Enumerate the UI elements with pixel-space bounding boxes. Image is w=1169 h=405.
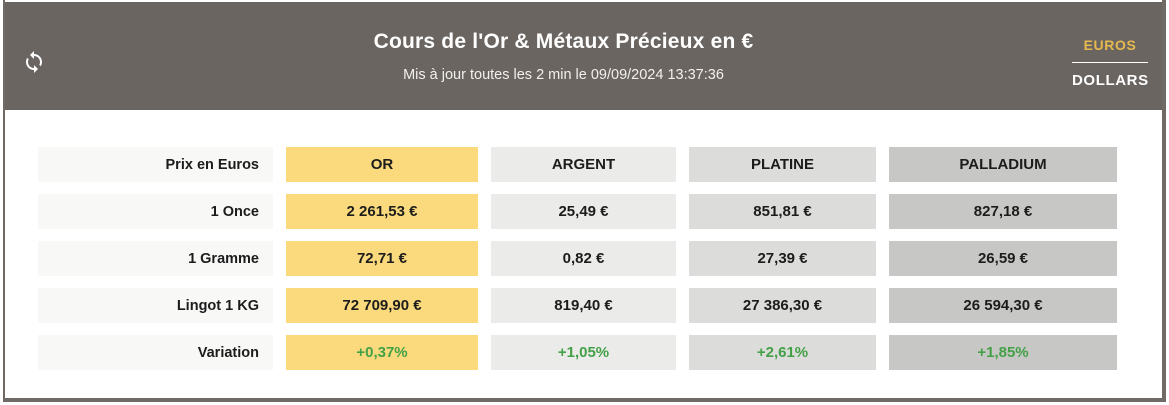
row-label-1-once: 1 Once [38, 194, 273, 229]
variation-argent: +1,05% [491, 335, 676, 370]
header-titles: Cours de l'Or & Métaux Précieux en € Mis… [125, 2, 1002, 83]
price-or-1-once: 2 261,53 € [286, 194, 478, 229]
variation-platine: +2,61% [689, 335, 876, 370]
price-argent-1-once: 25,49 € [491, 194, 676, 229]
page-title: Cours de l'Or & Métaux Précieux en € [373, 30, 754, 53]
currency-toggle: EUROS DOLLARS [1072, 37, 1148, 89]
last-updated-text: Mis à jour toutes les 2 min le 09/09/202… [403, 67, 724, 83]
column-header-argent: ARGENT [491, 147, 676, 182]
price-table: Prix en Euros OR ARGENT PLATINE PALLADIU… [38, 147, 1162, 370]
column-header-platine: PLATINE [689, 147, 876, 182]
refresh-icon [26, 51, 42, 73]
row-label-variation: Variation [38, 335, 273, 370]
row-label-lingot-1kg: Lingot 1 KG [38, 288, 273, 323]
variation-palladium: +1,85% [889, 335, 1117, 370]
price-or-1-gramme: 72,71 € [286, 241, 478, 276]
price-platine-1-once: 851,81 € [689, 194, 876, 229]
price-platine-lingot-1kg: 27 386,30 € [689, 288, 876, 323]
price-argent-1-gramme: 0,82 € [491, 241, 676, 276]
price-argent-lingot-1kg: 819,40 € [491, 288, 676, 323]
price-or-lingot-1kg: 72 709,90 € [286, 288, 478, 323]
price-palladium-1-gramme: 26,59 € [889, 241, 1117, 276]
price-platine-1-gramme: 27,39 € [689, 241, 876, 276]
variation-or: +0,37% [286, 335, 478, 370]
price-palladium-1-once: 827,18 € [889, 194, 1117, 229]
column-header-or: OR [286, 147, 478, 182]
widget-header: Cours de l'Or & Métaux Précieux en € Mis… [5, 2, 1162, 110]
currency-option-euros[interactable]: EUROS [1072, 37, 1148, 63]
currency-option-dollars[interactable]: DOLLARS [1072, 72, 1149, 89]
column-header-palladium: PALLADIUM [889, 147, 1117, 182]
price-palladium-lingot-1kg: 26 594,30 € [889, 288, 1117, 323]
gold-prices-widget: Cours de l'Or & Métaux Précieux en € Mis… [3, 0, 1166, 402]
row-label-1-gramme: 1 Gramme [38, 241, 273, 276]
corner-header-prix-en-euros: Prix en Euros [38, 147, 273, 182]
refresh-button[interactable] [21, 50, 47, 76]
